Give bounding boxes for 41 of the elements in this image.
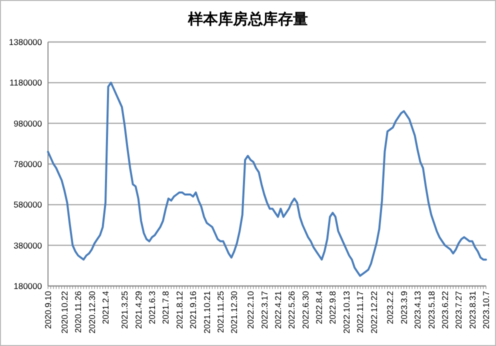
x-tick-label: 2021.12.30 — [229, 290, 240, 334]
x-tick-label: 2022.4.21 — [272, 290, 283, 329]
x-tick-label: 2022.11.17 — [355, 290, 366, 333]
x-tick-label: 2020.10.22 — [59, 290, 70, 334]
x-tick-label: 2022.2.10 — [246, 290, 256, 329]
line-series — [47, 82, 487, 277]
y-tick-label: 780000 — [14, 159, 42, 169]
x-tick-label: 2023.10.7 — [481, 290, 491, 329]
x-tick-label: 2023.5.18 — [426, 290, 436, 329]
x-tick-label: 2022.8.4 — [314, 290, 324, 324]
y-tick-label: 1180000 — [10, 78, 42, 88]
x-tick-label: 2021.7.8 — [160, 290, 171, 324]
x-tick-label: 2022.6.30 — [300, 290, 310, 329]
x-tick-label: 2022.9.8 — [328, 290, 338, 324]
x-tick-label: 2021.6.3 — [147, 290, 158, 324]
x-tick-label: 2020.9.10 — [43, 290, 53, 329]
x-tick-label: 2021.3.25 — [120, 290, 130, 329]
chart-title: 样本库房总库存量 — [187, 10, 308, 28]
x-tick-label: 2021.8.12 — [174, 290, 184, 329]
y-tick-label: 1380000 — [8, 37, 42, 47]
x-tick-label: 2023.6.22 — [440, 290, 450, 329]
x-tick-label: 2023.2.2 — [385, 290, 396, 324]
y-tick-label: 180000 — [14, 281, 42, 291]
x-tick-label: 2021.11.25 — [215, 290, 226, 333]
x-tick-label: 2023.3.9 — [398, 290, 409, 324]
x-tick-label: 2023.8.31 — [467, 290, 478, 329]
x-tick-label: 2023.7.27 — [454, 290, 464, 329]
x-tick-label: 2021.10.21 — [202, 290, 212, 334]
y-tick-label: 980000 — [14, 118, 42, 128]
y-tick-label: 380000 — [14, 240, 42, 250]
y-tick-label: 580000 — [14, 200, 42, 210]
x-tick-label: 2020.12.30 — [86, 290, 97, 334]
x-tick-label: 2021.4.29 — [133, 290, 144, 329]
x-tick-label: 2021.2.4 — [100, 290, 110, 324]
x-tick-label: 2022.3.17 — [259, 290, 270, 329]
x-tick-label: 2020.11.26 — [73, 290, 84, 333]
x-tick-label: 2022.5.26 — [286, 290, 297, 329]
x-tick-label: 2022.12.22 — [368, 290, 379, 334]
x-tick-label: 2022.10.13 — [341, 290, 352, 334]
x-tick-label: 2021.9.16 — [188, 290, 198, 329]
x-tick-label: 2023.4.13 — [412, 290, 423, 329]
